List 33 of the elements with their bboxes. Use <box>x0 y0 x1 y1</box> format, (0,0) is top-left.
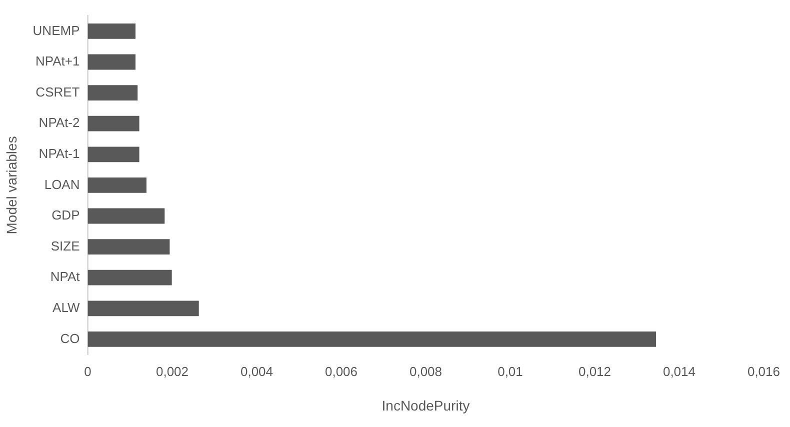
y-tick-label: NPAt-1 <box>38 146 80 161</box>
x-tick-label: 0,01 <box>498 364 523 379</box>
y-tick-label: LOAN <box>44 176 80 192</box>
bar <box>88 116 140 132</box>
bar <box>88 54 136 70</box>
bar <box>88 146 140 162</box>
y-tick-label: NPAt-2 <box>38 115 80 130</box>
x-tick-label: 0,012 <box>578 364 612 379</box>
bar <box>88 332 656 347</box>
x-tick-label: 0,002 <box>156 364 189 379</box>
bar <box>88 300 199 316</box>
bar <box>88 24 136 39</box>
y-tick-label: CO <box>60 330 80 346</box>
x-tick-label: 0,016 <box>747 364 780 379</box>
y-tick-label: ALW <box>52 300 80 315</box>
bar <box>88 85 138 100</box>
y-tick-label: CSRET <box>36 84 80 100</box>
y-tick-label: GDP <box>52 208 80 223</box>
x-axis-title: IncNodePurity <box>382 397 470 414</box>
y-tick-label: NPAt <box>50 269 80 284</box>
bar <box>88 270 172 286</box>
x-tick-label: 0 <box>84 364 92 379</box>
bar <box>88 178 146 193</box>
x-tick-label: 0,008 <box>409 364 442 379</box>
y-tick-label: UNEMP <box>32 22 80 38</box>
y-tick-label: NPAt+1 <box>36 54 80 69</box>
y-tick-label: SIZE <box>50 238 80 254</box>
y-axis-title: Model variables <box>3 136 20 234</box>
x-tick-label: 0,014 <box>662 364 696 379</box>
x-tick-label: 0,006 <box>324 364 358 379</box>
bar <box>88 208 165 224</box>
bar <box>88 239 170 254</box>
x-tick-label: 0,004 <box>240 364 274 379</box>
